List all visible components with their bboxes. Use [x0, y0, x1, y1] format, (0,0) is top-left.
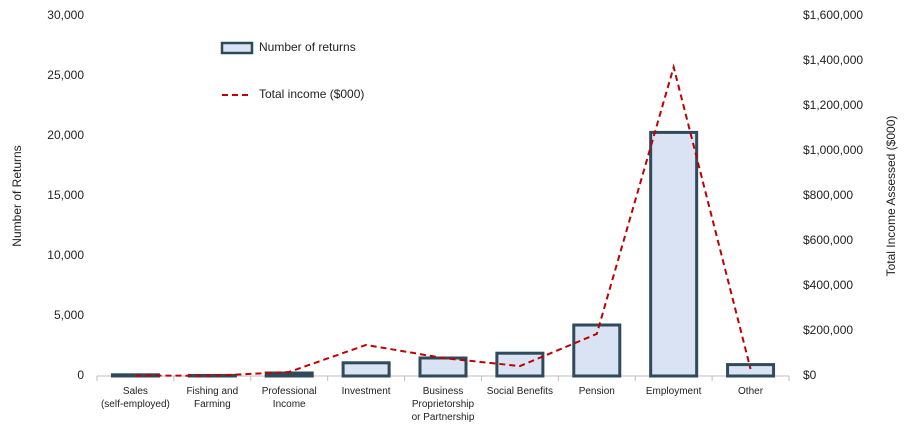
- y-tick-label: 5,000: [54, 308, 84, 322]
- x-tick-label: Social Benefits: [486, 386, 553, 397]
- line: [135, 63, 752, 377]
- bar: [341, 361, 391, 378]
- y-tick-label: 15,000: [47, 188, 84, 202]
- bar: [726, 363, 776, 378]
- x-tick-label: Pension: [578, 386, 615, 397]
- legend-label: Total income ($000): [259, 87, 364, 101]
- x-tick-label: Professional Income: [261, 386, 317, 410]
- bar: [572, 323, 622, 378]
- y-tick-label: 30,000: [47, 8, 84, 22]
- y2-tick-label: $1,600,000: [803, 8, 863, 22]
- y-axis-title: Number of Returns: [10, 145, 24, 246]
- y-tick-label: 25,000: [47, 68, 84, 82]
- bar: [418, 356, 468, 378]
- y2-tick-label: $1,000,000: [803, 143, 863, 157]
- y2-tick-label: $1,400,000: [803, 53, 863, 67]
- y-tick-label: 20,000: [47, 128, 84, 142]
- x-tick-label: Sales (self-employed): [100, 386, 170, 410]
- y2-tick-label: $600,000: [803, 233, 853, 247]
- y2-tick-label: $400,000: [803, 278, 853, 292]
- bar: [264, 371, 314, 378]
- y2-tick-label: $0: [803, 368, 817, 382]
- legend-label: Number of returns: [259, 40, 356, 54]
- y2-axis-title: Total Income Assessed ($000): [884, 116, 898, 277]
- x-tick-label: Fishing and Farming: [186, 386, 239, 410]
- legend-swatch: [220, 41, 254, 55]
- x-tick-label: Employment: [645, 386, 702, 397]
- x-tick-label: Investment: [341, 386, 391, 397]
- bar: [495, 351, 545, 378]
- y2-tick-label: $1,200,000: [803, 98, 863, 112]
- bar: [649, 130, 699, 378]
- y-tick-label: 10,000: [47, 248, 84, 262]
- y2-tick-label: $800,000: [803, 188, 853, 202]
- y2-tick-label: $200,000: [803, 323, 853, 337]
- x-tick-label: Business Proprietorship or Partnership: [411, 386, 475, 423]
- x-tick-label: Other: [738, 386, 764, 397]
- y-tick-label: 0: [77, 368, 84, 382]
